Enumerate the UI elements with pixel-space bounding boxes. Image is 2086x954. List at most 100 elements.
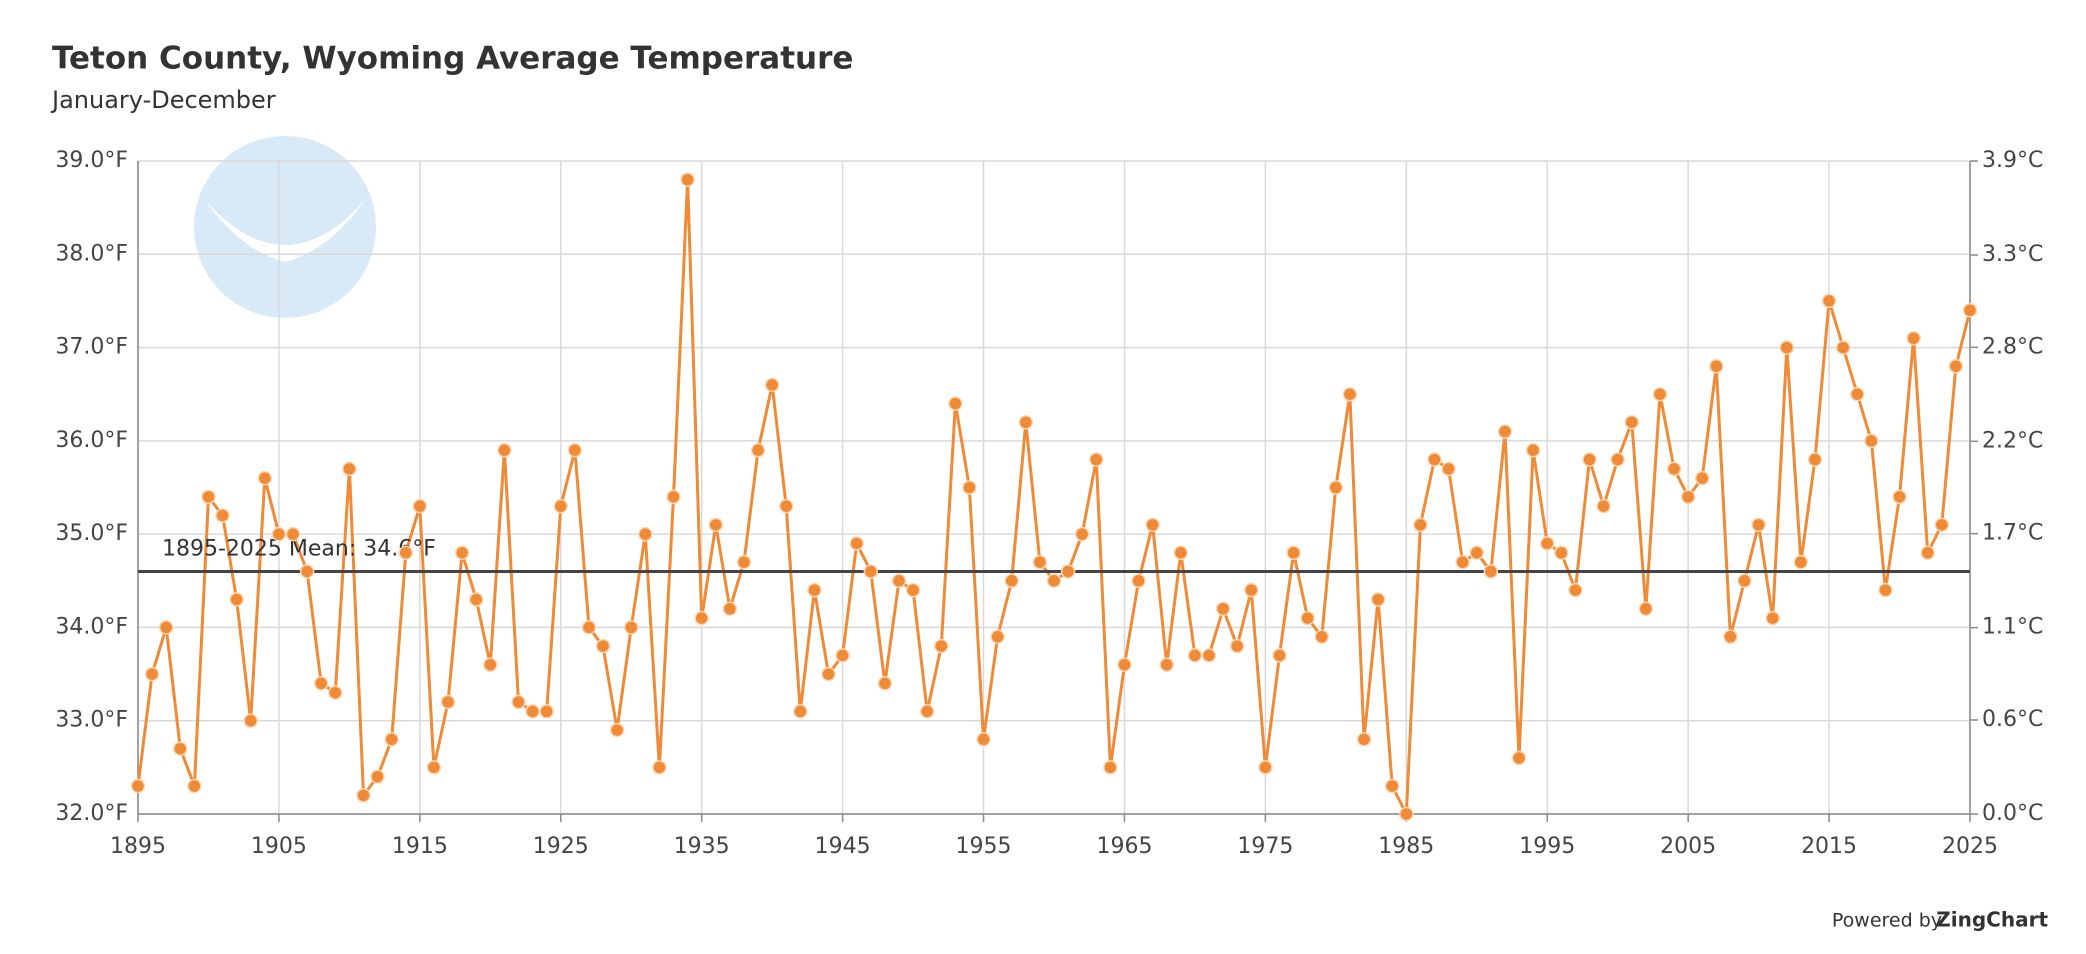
data-point xyxy=(1511,750,1527,766)
data-point xyxy=(1850,386,1865,402)
data-point xyxy=(1878,582,1893,598)
data-point xyxy=(1089,452,1104,467)
x-tick-label: 2005 xyxy=(1660,834,1716,859)
x-tick-label: 1895 xyxy=(110,834,166,859)
data-point xyxy=(1666,461,1682,477)
data-point xyxy=(567,442,583,458)
data-point xyxy=(1173,545,1189,561)
data-point xyxy=(609,722,625,738)
data-point xyxy=(412,498,428,514)
data-point xyxy=(1497,424,1513,439)
data-point xyxy=(1624,414,1640,430)
data-point xyxy=(271,526,287,542)
data-point xyxy=(1652,386,1668,402)
data-point xyxy=(934,638,949,654)
data-point xyxy=(285,526,301,542)
data-point xyxy=(1384,778,1400,794)
x-tick-label: 1955 xyxy=(956,834,1012,859)
y-tick-label: 39.0°F xyxy=(55,148,128,173)
data-point xyxy=(1427,452,1442,467)
data-point xyxy=(1694,470,1710,486)
data-point xyxy=(736,554,752,570)
data-point xyxy=(1244,582,1259,598)
y2-tick-label: 3.3°C xyxy=(1982,242,2043,267)
data-point xyxy=(1864,433,1879,449)
data-point xyxy=(342,461,357,477)
data-point xyxy=(863,564,879,579)
data-point xyxy=(1920,545,1935,561)
x-tick-label: 1915 xyxy=(392,834,448,859)
noaa-logo xyxy=(194,136,376,318)
data-point xyxy=(722,601,738,617)
data-point xyxy=(948,396,963,411)
data-point xyxy=(1638,601,1654,617)
data-point xyxy=(623,620,639,635)
data-point xyxy=(243,713,258,728)
data-point xyxy=(877,676,893,691)
data-point xyxy=(1723,629,1738,645)
data-point xyxy=(539,704,554,719)
data-point xyxy=(426,760,442,775)
data-point xyxy=(384,732,399,747)
data-point xyxy=(1159,657,1174,672)
data-point xyxy=(1525,442,1541,458)
data-point xyxy=(229,592,244,607)
data-point xyxy=(680,172,695,187)
data-point xyxy=(1962,303,1978,318)
y-tick-label: 32.0°F xyxy=(55,801,128,826)
y-tick-label: 36.0°F xyxy=(55,428,128,453)
data-point xyxy=(1018,414,1034,430)
data-point xyxy=(1709,358,1724,374)
x-tick-label: 2025 xyxy=(1942,834,1998,859)
data-point xyxy=(511,694,526,710)
data-point xyxy=(1793,554,1809,570)
x-tick-label: 1995 xyxy=(1519,834,1575,859)
y-tick-label: 38.0°F xyxy=(55,241,128,266)
y2-tick-label: 0.6°C xyxy=(1982,707,2043,732)
data-point xyxy=(454,545,470,561)
y-tick-label: 37.0°F xyxy=(55,335,128,360)
data-point xyxy=(1032,554,1048,570)
data-point xyxy=(1117,657,1132,672)
y-tick-label: 34.0°F xyxy=(55,614,128,639)
data-point xyxy=(778,498,794,514)
data-point xyxy=(638,526,653,542)
data-point xyxy=(905,582,921,598)
data-point xyxy=(1314,629,1330,645)
data-point xyxy=(144,666,160,682)
data-point xyxy=(1765,610,1780,626)
data-point xyxy=(1539,536,1555,551)
data-point xyxy=(849,536,864,551)
data-point xyxy=(694,610,709,626)
x-tick-label: 1965 xyxy=(1096,834,1152,859)
data-point xyxy=(821,666,836,682)
y-tick-label: 35.0°F xyxy=(55,521,128,546)
y2-tick-label: 2.2°C xyxy=(1982,428,2043,453)
data-point xyxy=(1934,517,1950,533)
data-point xyxy=(764,377,780,393)
data-point xyxy=(1469,545,1485,561)
data-point xyxy=(1131,573,1146,589)
data-point xyxy=(666,489,681,505)
data-point xyxy=(497,442,512,458)
y2-tick-label: 1.1°C xyxy=(1982,615,2043,640)
data-point xyxy=(652,760,667,775)
data-point xyxy=(1892,489,1907,505)
data-point xyxy=(1201,648,1217,663)
mean-label: 1895-2025 Mean: 34.6°F xyxy=(162,536,436,561)
data-point xyxy=(1948,358,1964,374)
data-point xyxy=(1807,452,1823,467)
y2-tick-label: 3.9°C xyxy=(1982,148,2043,173)
y2-tick-label: 2.8°C xyxy=(1982,334,2043,359)
x-tick-label: 1985 xyxy=(1378,834,1434,859)
data-point xyxy=(328,685,343,700)
data-point xyxy=(1187,648,1203,663)
data-point xyxy=(1004,573,1019,589)
data-point xyxy=(1272,648,1287,663)
data-point xyxy=(1779,340,1795,355)
x-tick-label: 1935 xyxy=(674,834,730,859)
data-point xyxy=(1229,638,1245,654)
data-point xyxy=(1596,498,1611,514)
data-point xyxy=(1906,330,1921,346)
